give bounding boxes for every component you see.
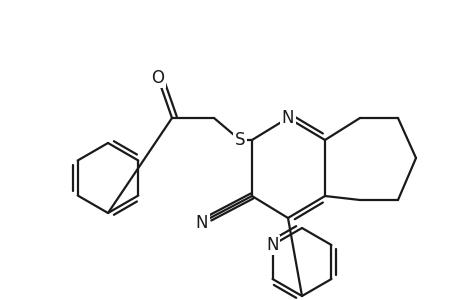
Text: N: N bbox=[281, 109, 294, 127]
Text: O: O bbox=[151, 69, 164, 87]
Text: N: N bbox=[196, 214, 208, 232]
Text: N: N bbox=[266, 236, 278, 254]
Text: S: S bbox=[234, 131, 245, 149]
